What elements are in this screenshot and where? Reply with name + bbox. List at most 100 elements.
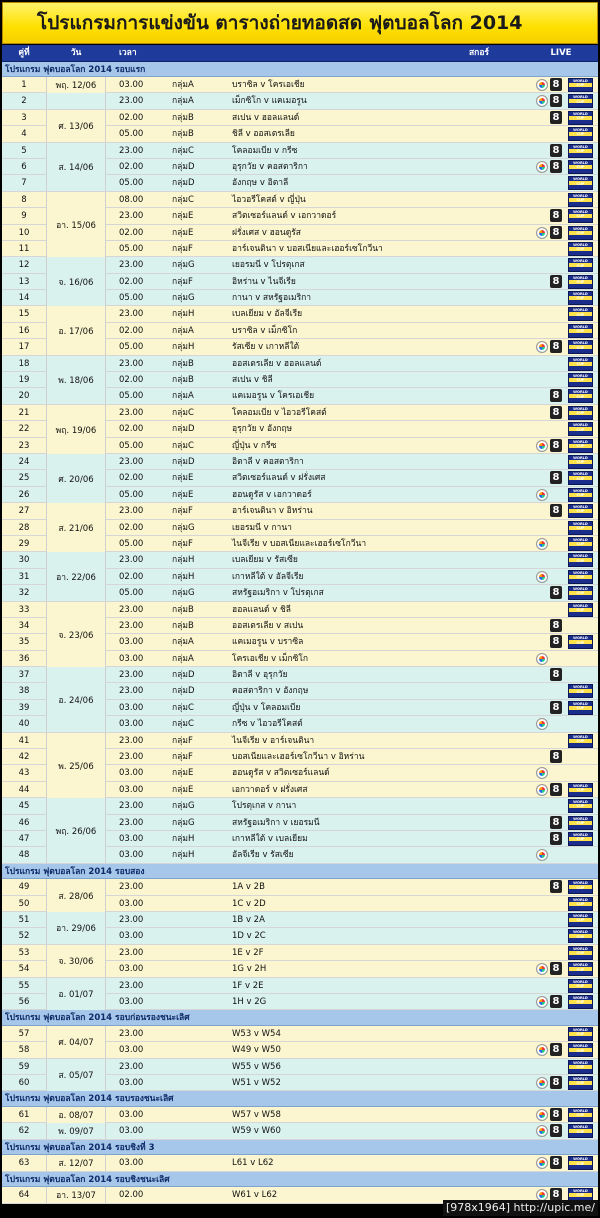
world-cup-logo-icon: WORLD CUP [568,356,593,371]
group-label [168,928,228,943]
table-row: 20 05.00 กลุ่มA แคเมอรูน v โครเอเชีย 8 WORLD … [2,388,598,405]
group-label: กลุ่มE [172,768,194,779]
match-number: 11 [18,243,30,254]
match-teams: ฮอนดูรัส v สวิตเซอร์แลนด์ [232,768,330,779]
match-number: 51 [18,915,30,926]
match-number: 18 [18,358,30,369]
score-cell [434,585,524,600]
kickoff-time: 03.00 [119,637,144,648]
group-label: กลุ่มC [172,440,194,451]
kickoff-time: 02.00 [119,325,144,336]
channel-3-logo-icon [536,537,548,550]
channel-8-logo-icon: 8 [550,504,562,518]
header-score: สกอร์ [468,48,489,58]
match-number: 49 [18,882,30,893]
match-teams: กานา v สหรัฐอเมริกา [232,293,312,304]
kickoff-time: 23.00 [119,980,144,991]
match-teams: 1F v 2E [232,980,264,991]
kickoff-time: 23.00 [119,145,144,156]
world-cup-logo-icon: WORLD CUP [568,1124,593,1139]
channel-8-logo-icon: 8 [550,225,562,239]
match-teams: อิตาลี v คอสตาริกา [232,456,304,467]
match-number: 30 [18,555,30,566]
group-label: กลุ่มH [172,850,195,861]
group-label [168,896,228,911]
score-cell [434,961,524,976]
match-number: 23 [18,440,30,451]
group-label: กลุ่มG [172,260,195,271]
group-label: กลุ่มF [172,752,193,763]
day-date: พ. 09/07 [46,1123,106,1139]
table-row: 9 23.00 กลุ่มE สวิตเซอร์แลนด์ v เอกวาดอร์ 8 W… [2,208,598,225]
table-row: 3 02.00 กลุ่มB สเปน v ฮอลแลนด์ 8 WORLD CUP [2,109,598,127]
table-row: 34 23.00 กลุ่มB ออสเตรเลีย v สเปน 8 [2,617,598,635]
channel-8-logo-icon: 8 [550,586,562,600]
score-cell [434,651,524,666]
match-teams: ไนจีเรีย v อาร์เจนตินา [232,735,315,746]
day-date: ส. 14/06 [46,143,106,191]
score-cell [434,388,524,403]
match-teams: ญี่ปุ่น v กรีซ [232,440,277,451]
channel-3-logo-icon [536,79,548,91]
world-cup-logo-icon: WORLD CUP [568,94,593,109]
world-cup-logo-icon: WORLD CUP [568,635,593,650]
group-label [168,994,228,1009]
match-teams: อัลจีเรีย v รัสเซีย [232,850,294,861]
group-label: กลุ่มD [172,178,195,189]
group-label [168,1042,228,1057]
channel-3-logo-icon [536,718,548,731]
match-teams: ฮอนดูรัส v เอกวาดอร์ [232,489,312,500]
score-cell [434,290,524,305]
score-cell [434,323,524,338]
group-label: กลุ่มA [172,325,194,336]
channel-8-logo-icon: 8 [550,1124,562,1138]
score-cell [434,912,524,927]
world-cup-logo-icon: WORLD CUP [568,1026,593,1041]
world-cup-logo-icon: WORLD CUP [568,422,593,437]
match-number: 44 [18,784,30,795]
group-label: กลุ่มE [172,473,194,484]
score-cell [434,143,524,158]
group-label [168,1059,228,1074]
group-label: กลุ่มA [172,637,194,648]
channel-3-logo-icon [536,95,548,108]
world-cup-logo-icon: WORLD CUP [568,994,593,1009]
match-number: 7 [21,178,27,189]
world-cup-logo-icon: WORLD CUP [568,487,593,502]
table-row: 43 03.00 กลุ่มE ฮอนดูรัส v สวิตเซอร์แลนด์ [2,765,598,782]
channel-8-logo-icon: 8 [550,159,562,173]
kickoff-time: 23.00 [119,555,144,566]
world-cup-logo-icon: WORLD CUP [568,454,593,469]
channel-3-logo-icon [536,652,548,665]
day-date: พ. 18/06 [46,356,106,404]
channel-3-logo-icon [536,963,548,976]
table-row: 12 23.00 กลุ่มG เยอรมนี v โปรตุเกส WORLD CUP [2,257,598,274]
channel-8-logo-icon: 8 [550,750,562,764]
match-number: 35 [18,637,30,648]
world-cup-logo-icon: WORLD CUP [568,373,593,388]
table-body: โปรแกรม ฟุตบอลโลก 2014 รอบแรก 1 03.00 กลุ่ม… [2,61,598,1204]
kickoff-time: 03.00 [119,702,144,713]
table-row: 27 23.00 กลุ่มF อาร์เจนตินา v อิหร่าน 8 WORLD… [2,503,598,520]
table-row: 10 02.00 กลุ่มE ฝรั่งเศส v ฮอนดูรัส 8 WORLD C… [2,224,598,241]
world-cup-logo-icon: WORLD CUP [568,274,593,289]
kickoff-time: 02.00 [119,571,144,582]
group-label: กลุ่มG [172,588,195,599]
group-label [168,945,228,960]
channel-8-logo-icon: 8 [550,880,562,894]
match-teams: รัสเซีย v เกาหลีใต้ [232,342,300,353]
match-number: 56 [18,996,30,1007]
score-cell [434,126,524,141]
table-row: 13 02.00 กลุ่มF อิหร่าน v ไนจีเรีย 8 WORLD CU… [2,273,598,291]
match-teams: เม็กซิโก v แคเมอรูน [232,96,307,107]
group-label [168,879,228,894]
channel-8-logo-icon: 8 [550,962,562,976]
kickoff-time: 02.00 [119,227,144,238]
world-cup-logo-icon: WORLD CUP [568,258,593,273]
kickoff-time: 03.00 [119,850,144,861]
match-number: 31 [18,571,30,582]
match-teams: สหรัฐอเมริกา v โปรตุเกส [232,588,324,599]
group-label: กลุ่มD [172,670,195,681]
channel-3-logo-icon [536,1044,548,1057]
kickoff-time: 05.00 [119,342,144,353]
